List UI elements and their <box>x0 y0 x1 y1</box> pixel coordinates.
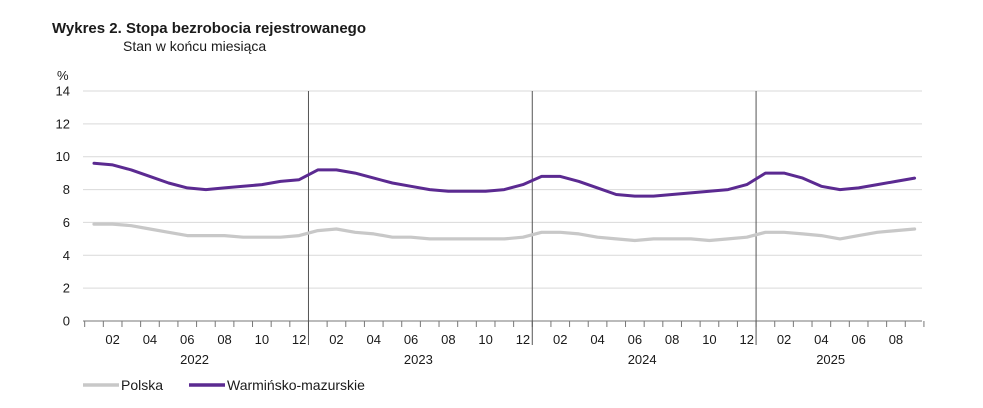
legend-label: Polska <box>121 377 163 393</box>
series-line <box>92 222 917 243</box>
year-label: 2022 <box>180 352 209 367</box>
x-tick-label: 10 <box>255 332 269 347</box>
y-tick-label: 6 <box>63 215 70 230</box>
x-tick-label: 08 <box>217 332 231 347</box>
x-tick-label: 06 <box>851 332 865 347</box>
x-tick-label: 04 <box>143 332 157 347</box>
legend-label: Warmińsko-mazurskie <box>227 377 365 393</box>
x-tick-label: 10 <box>702 332 716 347</box>
year-label: 2025 <box>816 352 845 367</box>
x-tick-label: 06 <box>628 332 642 347</box>
x-tick-label: 12 <box>516 332 530 347</box>
x-tick-label: 04 <box>367 332 381 347</box>
x-tick-label: 10 <box>478 332 492 347</box>
series-line <box>92 161 917 198</box>
chart-subtitle: Stan w końcu miesiąca <box>123 38 267 54</box>
x-tick-label: 06 <box>180 332 194 347</box>
x-tick-label: 08 <box>665 332 679 347</box>
x-tick-label: 08 <box>441 332 455 347</box>
x-tick-label: 12 <box>740 332 754 347</box>
y-tick-label: 10 <box>56 149 70 164</box>
x-tick-label: 02 <box>777 332 791 347</box>
y-tick-label: 0 <box>63 314 70 329</box>
x-tick-label: 02 <box>553 332 567 347</box>
y-tick-label: 4 <box>63 248 70 263</box>
x-tick-label: 06 <box>404 332 418 347</box>
x-tick-label: 04 <box>590 332 604 347</box>
chart-title: Wykres 2. Stopa bezrobocia rejestrowaneg… <box>52 20 366 37</box>
year-label: 2023 <box>404 352 433 367</box>
x-tick-label: 12 <box>292 332 306 347</box>
x-tick-label: 04 <box>814 332 828 347</box>
y-axis-label: % <box>57 68 69 83</box>
y-tick-label: 12 <box>56 116 70 131</box>
y-tick-label: 14 <box>56 84 70 99</box>
x-tick-label: 02 <box>105 332 119 347</box>
x-tick-label: 02 <box>329 332 343 347</box>
year-label: 2024 <box>628 352 657 367</box>
x-tick-label: 08 <box>889 332 903 347</box>
y-tick-label: 8 <box>63 182 70 197</box>
y-tick-label: 2 <box>63 281 70 296</box>
